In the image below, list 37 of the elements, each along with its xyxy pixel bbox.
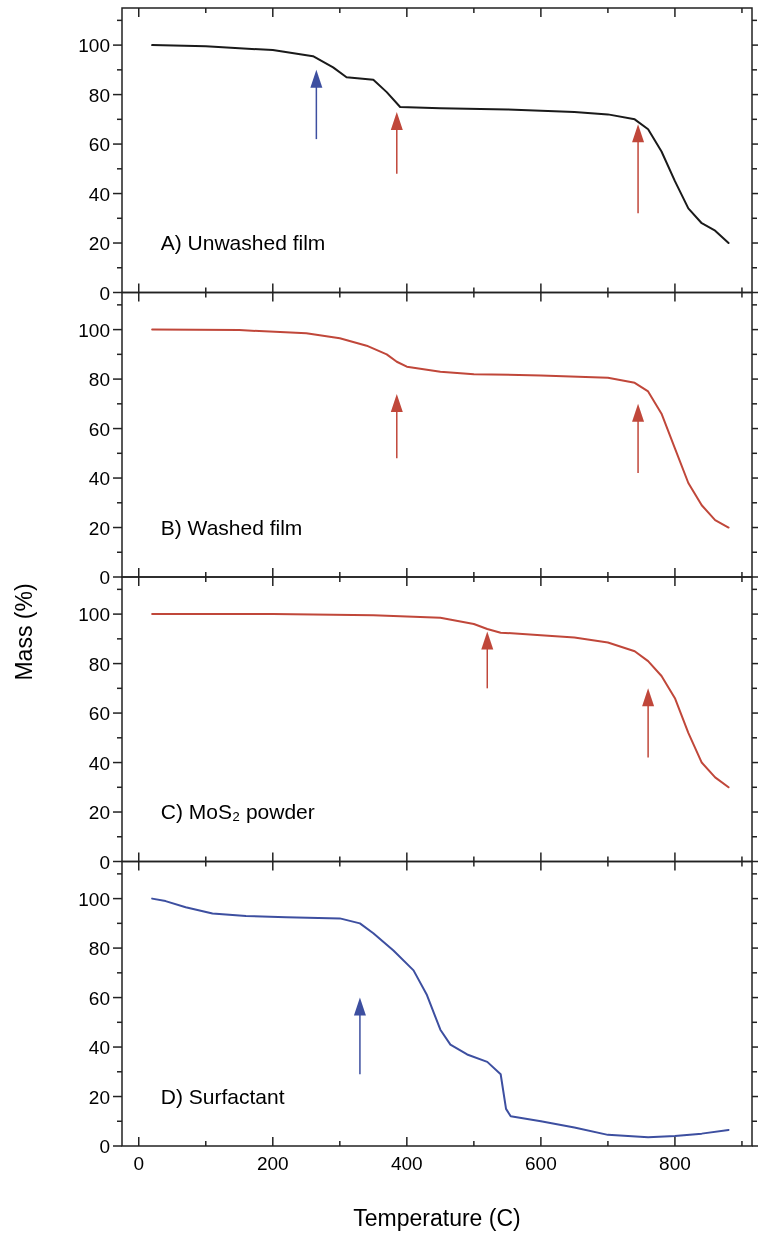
y-axis-title: Mass (%)	[11, 583, 37, 681]
y-tick-label: 80	[88, 84, 110, 106]
x-tick-label: 400	[390, 1153, 423, 1174]
y-tick-label: 100	[78, 888, 110, 910]
y-tick-label: 60	[88, 134, 110, 156]
y-tick-label: 80	[88, 938, 110, 960]
line-series	[151, 613, 730, 789]
y-tick-label: 100	[78, 319, 110, 341]
line-series	[151, 897, 730, 1139]
y-tick-label: 100	[78, 604, 110, 626]
y-tick-label: 40	[88, 1037, 110, 1059]
x-tick-label: 200	[256, 1153, 289, 1174]
y-tick-label: 40	[88, 183, 110, 205]
y-tick-label: 80	[88, 369, 110, 391]
y-tick-label: 0	[99, 851, 110, 873]
x-tick-label: 0	[133, 1153, 145, 1174]
y-tick-label: 20	[88, 1086, 110, 1108]
y-tick-label: 100	[78, 35, 110, 57]
x-axis-title: Temperature (C)	[353, 1205, 521, 1231]
y-tick-label: 80	[88, 653, 110, 675]
y-tick-label: 60	[88, 418, 110, 440]
y-tick-label: 40	[88, 752, 110, 774]
text: D) Surfactant	[160, 1084, 285, 1108]
y-tick-label: 20	[88, 517, 110, 539]
text: B) Washed film	[160, 515, 303, 539]
y-tick-label: 0	[99, 1136, 110, 1157]
text: C) MoS₂ powder	[160, 800, 315, 824]
text: A) Unwashed film	[160, 231, 326, 255]
y-tick-label: 0	[99, 282, 110, 304]
y-tick-label: 20	[88, 233, 110, 255]
y-tick-label: 20	[88, 802, 110, 824]
x-tick-label: 800	[659, 1153, 691, 1174]
y-tick-label: 60	[88, 703, 110, 725]
y-tick-label: 40	[88, 468, 110, 490]
y-tick-label: 60	[88, 987, 110, 1009]
y-tick-label: 0	[99, 567, 110, 588]
x-tick-label: 600	[525, 1153, 557, 1174]
